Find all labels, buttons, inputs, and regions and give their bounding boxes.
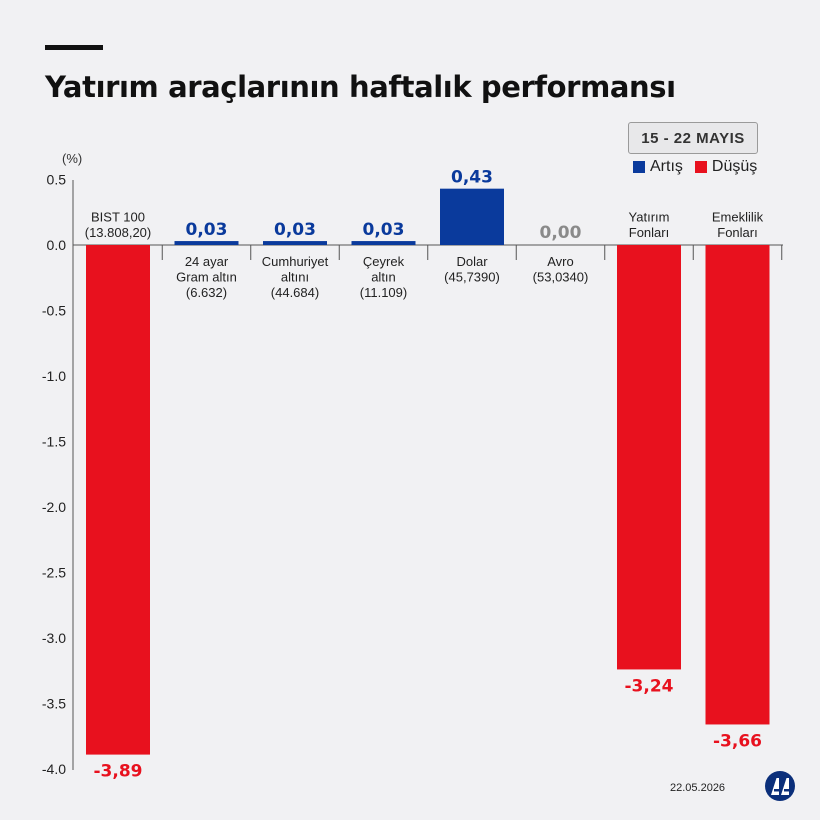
- y-tick-label: -1.0: [42, 368, 66, 384]
- legend-label-increase: Artış: [650, 158, 683, 175]
- category-label: (13.808,20): [85, 225, 152, 240]
- category-label: (45,7390): [444, 270, 500, 285]
- y-tick-label: -2.0: [42, 499, 66, 515]
- category-label: Çeyrek: [363, 254, 405, 269]
- category-label: altın: [371, 270, 396, 285]
- legend-label-decrease: Düşüş: [711, 158, 758, 175]
- category-label: Gram altın: [176, 270, 237, 285]
- y-tick-label: -0.5: [42, 303, 66, 319]
- category-label: Dolar: [456, 254, 488, 269]
- category-label: (53,0340): [533, 270, 589, 285]
- category-label: Fonları: [717, 225, 757, 240]
- category-label: (44.684): [271, 285, 319, 300]
- category-label: 24 ayar: [185, 254, 229, 269]
- data-label: 0,00: [540, 223, 582, 243]
- date-range-badge: 15 - 22 MAYIS: [628, 122, 758, 154]
- footer-date: 22.05.2026: [670, 782, 726, 794]
- chart-title: Yatırım araçlarının haftalık performansı: [45, 70, 676, 104]
- legend-item-increase: Artış: [633, 158, 683, 176]
- category-label: BIST 100: [91, 210, 145, 225]
- data-label: -3,89: [94, 762, 143, 782]
- category-label: Emeklilik: [712, 210, 764, 225]
- bar: [86, 245, 150, 755]
- y-tick-label: -3.0: [42, 630, 66, 646]
- y-tick-label: -4.0: [42, 761, 66, 777]
- legend-item-decrease: Düşüş: [694, 158, 758, 176]
- top-rule: [45, 45, 103, 50]
- y-tick-label: -3.5: [42, 696, 66, 712]
- category-label: Fonları: [629, 225, 669, 240]
- bar: [440, 188, 504, 245]
- legend-swatch-increase: [633, 161, 645, 173]
- y-tick-label: -2.5: [42, 565, 66, 581]
- category-label: (11.109): [360, 285, 407, 300]
- bar: [174, 241, 239, 245]
- y-tick-label: 0.0: [47, 237, 67, 253]
- category-label: Yatırım: [629, 210, 670, 225]
- data-label: 0,03: [363, 220, 405, 240]
- legend-swatch-decrease: [694, 161, 707, 173]
- legend: Artış Düşüş: [633, 158, 769, 176]
- aa-logo-icon: [765, 771, 795, 801]
- category-label: Avro: [547, 254, 574, 269]
- category-label: (6.632): [186, 285, 227, 300]
- bar: [705, 245, 770, 725]
- bar: [263, 241, 327, 245]
- category-label: Cumhuriyet: [262, 254, 329, 269]
- data-label: -3,24: [625, 676, 674, 696]
- category-label: altını: [281, 270, 309, 285]
- bar: [351, 241, 416, 245]
- data-label: 0,03: [186, 220, 228, 240]
- y-axis-unit-label: (%): [62, 151, 82, 166]
- data-label: 0,43: [451, 168, 493, 188]
- data-label: 0,03: [274, 220, 316, 240]
- y-tick-label: -1.5: [42, 434, 66, 450]
- data-label: -3,66: [713, 731, 762, 751]
- bar: [617, 245, 681, 670]
- y-tick-label: 0.5: [47, 172, 67, 188]
